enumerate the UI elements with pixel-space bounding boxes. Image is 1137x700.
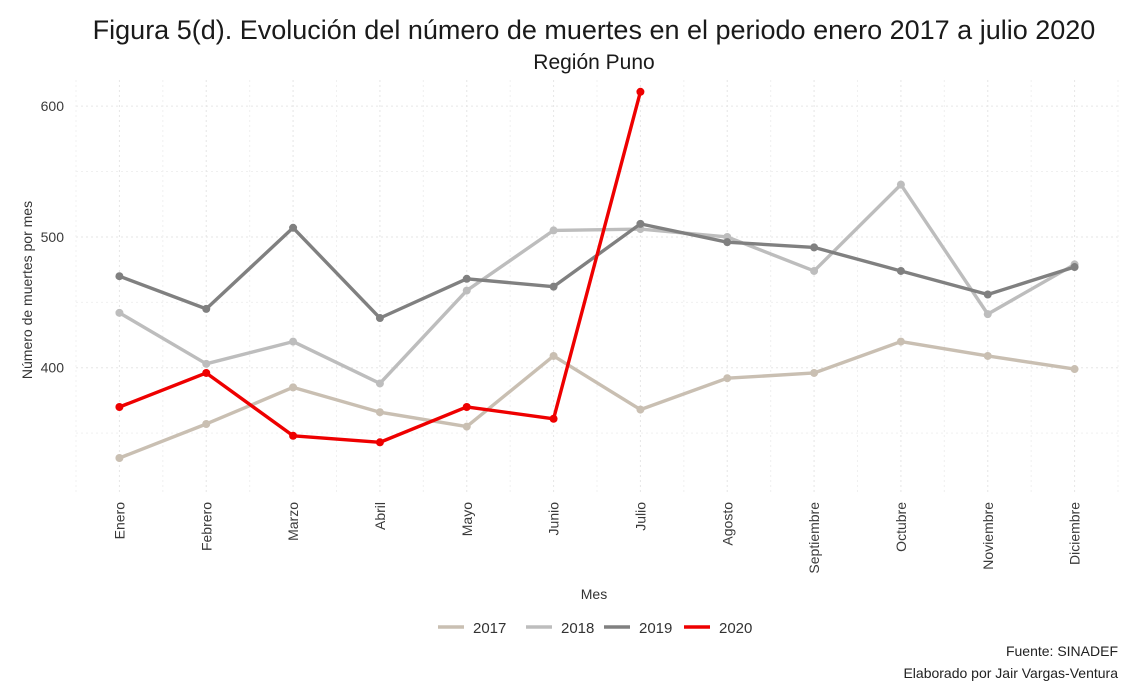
legend-label-2018: 2018 [561,620,594,637]
y-axis-title: Número de muertes por mes [19,201,35,379]
data-point-2017 [1070,365,1079,374]
data-point-2018 [115,308,124,317]
x-tick-label: Julio [632,502,648,531]
data-point-2017 [896,337,905,346]
caption-author: Elaborado por Jair Vargas-Ventura [903,665,1118,681]
data-point-2018 [549,226,558,235]
data-point-2019 [549,282,558,291]
data-point-2017 [983,351,992,360]
data-point-2018 [202,359,211,368]
data-point-2018 [983,310,992,319]
data-point-2019 [375,314,384,323]
data-point-2020 [636,87,645,96]
data-point-2020 [202,368,211,377]
x-tick-label: Octubre [893,502,909,552]
data-point-2017 [810,368,819,377]
data-point-2018 [462,286,471,295]
data-point-2018 [375,379,384,388]
data-point-2019 [636,219,645,228]
data-point-2018 [289,337,298,346]
data-point-2020 [375,438,384,447]
x-tick-label: Marzo [285,502,301,541]
data-point-2019 [202,304,211,313]
data-point-2017 [636,405,645,414]
y-tick-label: 600 [41,98,65,114]
data-point-2019 [462,274,471,283]
x-tick-label: Enero [111,502,127,540]
y-axis-ticks: 400 500 600 [41,98,65,376]
series-2017 [115,337,1079,462]
x-tick-label: Septiembre [806,502,822,574]
data-point-2017 [723,374,732,383]
y-tick-label: 400 [41,360,65,376]
data-point-2018 [896,180,905,189]
data-point-2020 [289,431,298,440]
data-point-2017 [289,383,298,392]
legend-label-2020: 2020 [719,620,752,637]
data-point-2019 [289,223,298,232]
data-point-2020 [462,402,471,411]
legend-label-2017: 2017 [473,620,506,637]
data-point-2018 [810,266,819,275]
data-point-2019 [810,243,819,252]
data-point-2017 [115,453,124,462]
x-axis-title: Mes [581,586,607,602]
series-line-2018 [117,182,1077,386]
series-line-2020 [117,90,643,444]
series-lines [115,87,1079,462]
data-point-2020 [115,402,124,411]
data-point-2017 [549,351,558,360]
x-axis-ticks: Enero Febrero Marzo Abril Mayo Junio Julio Agos… [111,502,1082,574]
x-tick-label: Junio [546,502,562,536]
y-tick-label: 500 [41,229,65,245]
chart-title: Figura 5(d). Evolución del número de mue… [93,15,1096,45]
x-tick-label: Febrero [198,502,214,551]
x-tick-label: Agosto [719,502,735,546]
data-point-2019 [723,238,732,247]
series-2018 [115,180,1079,388]
series-2020 [115,87,645,447]
data-point-2019 [983,290,992,299]
data-point-2019 [115,272,124,281]
x-tick-label: Noviembre [980,502,996,570]
x-tick-label: Mayo [459,502,475,536]
data-point-2019 [896,266,905,275]
series-line-2017 [117,339,1077,460]
caption-source: Fuente: SINADEF [1006,643,1118,659]
data-point-2017 [375,408,384,417]
x-tick-label: Diciembre [1067,502,1083,565]
data-point-2017 [202,419,211,428]
chart-subtitle: Región Puno [533,51,654,74]
legend: 2017 2018 2019 2020 [438,620,752,637]
grid [75,80,1119,492]
data-point-2019 [1070,263,1079,272]
x-tick-label: Abril [372,502,388,530]
legend-label-2019: 2019 [639,620,672,637]
data-point-2020 [549,414,558,423]
data-point-2017 [462,422,471,431]
